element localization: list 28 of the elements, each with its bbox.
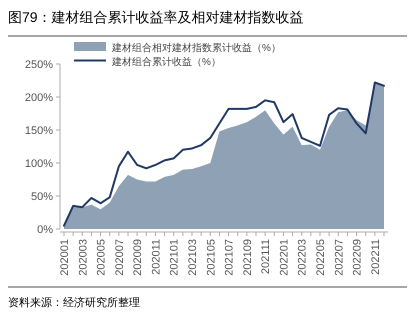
x-tick-label: 202107 bbox=[224, 239, 236, 276]
title: 图79：建材组合累计收益率及相对建材指数收益 bbox=[8, 9, 304, 25]
x-tick-label: 202007 bbox=[114, 239, 126, 276]
x-tick-label: 202009 bbox=[132, 239, 144, 276]
x-tick-label: 202101 bbox=[168, 239, 181, 276]
y-tick-label: 250% bbox=[24, 59, 54, 71]
x-tick-label: 202105 bbox=[205, 239, 218, 276]
x-tick-label: 202001 bbox=[59, 239, 71, 276]
text: 资料来源：经济研究所整理 bbox=[8, 296, 140, 309]
x-tick-label: 202201 bbox=[278, 239, 290, 276]
x-tick-label: 202203 bbox=[296, 239, 309, 276]
x-tick-label: 202211 bbox=[370, 239, 382, 275]
legend-label: 建材组合相对建材指数累计收益（%） bbox=[111, 42, 281, 54]
x-tick-label: 202005 bbox=[96, 239, 108, 276]
y-tick-label: 0% bbox=[37, 224, 54, 236]
x-tick-label: 202011 bbox=[150, 239, 162, 275]
x-tick-label: 202111 bbox=[260, 239, 272, 274]
y-tick-label: 150% bbox=[24, 125, 54, 137]
y-tick-label: 50% bbox=[30, 191, 54, 203]
x-tick-label: 202209 bbox=[352, 239, 364, 276]
x-tick-label: 202003 bbox=[77, 239, 90, 276]
x-tick-label: 202207 bbox=[333, 239, 346, 276]
legend-label: 建材组合累计收益（%） bbox=[111, 56, 221, 68]
y-tick-label: 200% bbox=[24, 92, 54, 104]
x-tick-label: 202109 bbox=[242, 239, 254, 276]
x-tick-label: 202205 bbox=[315, 239, 327, 276]
x-tick-label: 202103 bbox=[187, 239, 199, 276]
y-tick-label: 100% bbox=[24, 158, 54, 170]
